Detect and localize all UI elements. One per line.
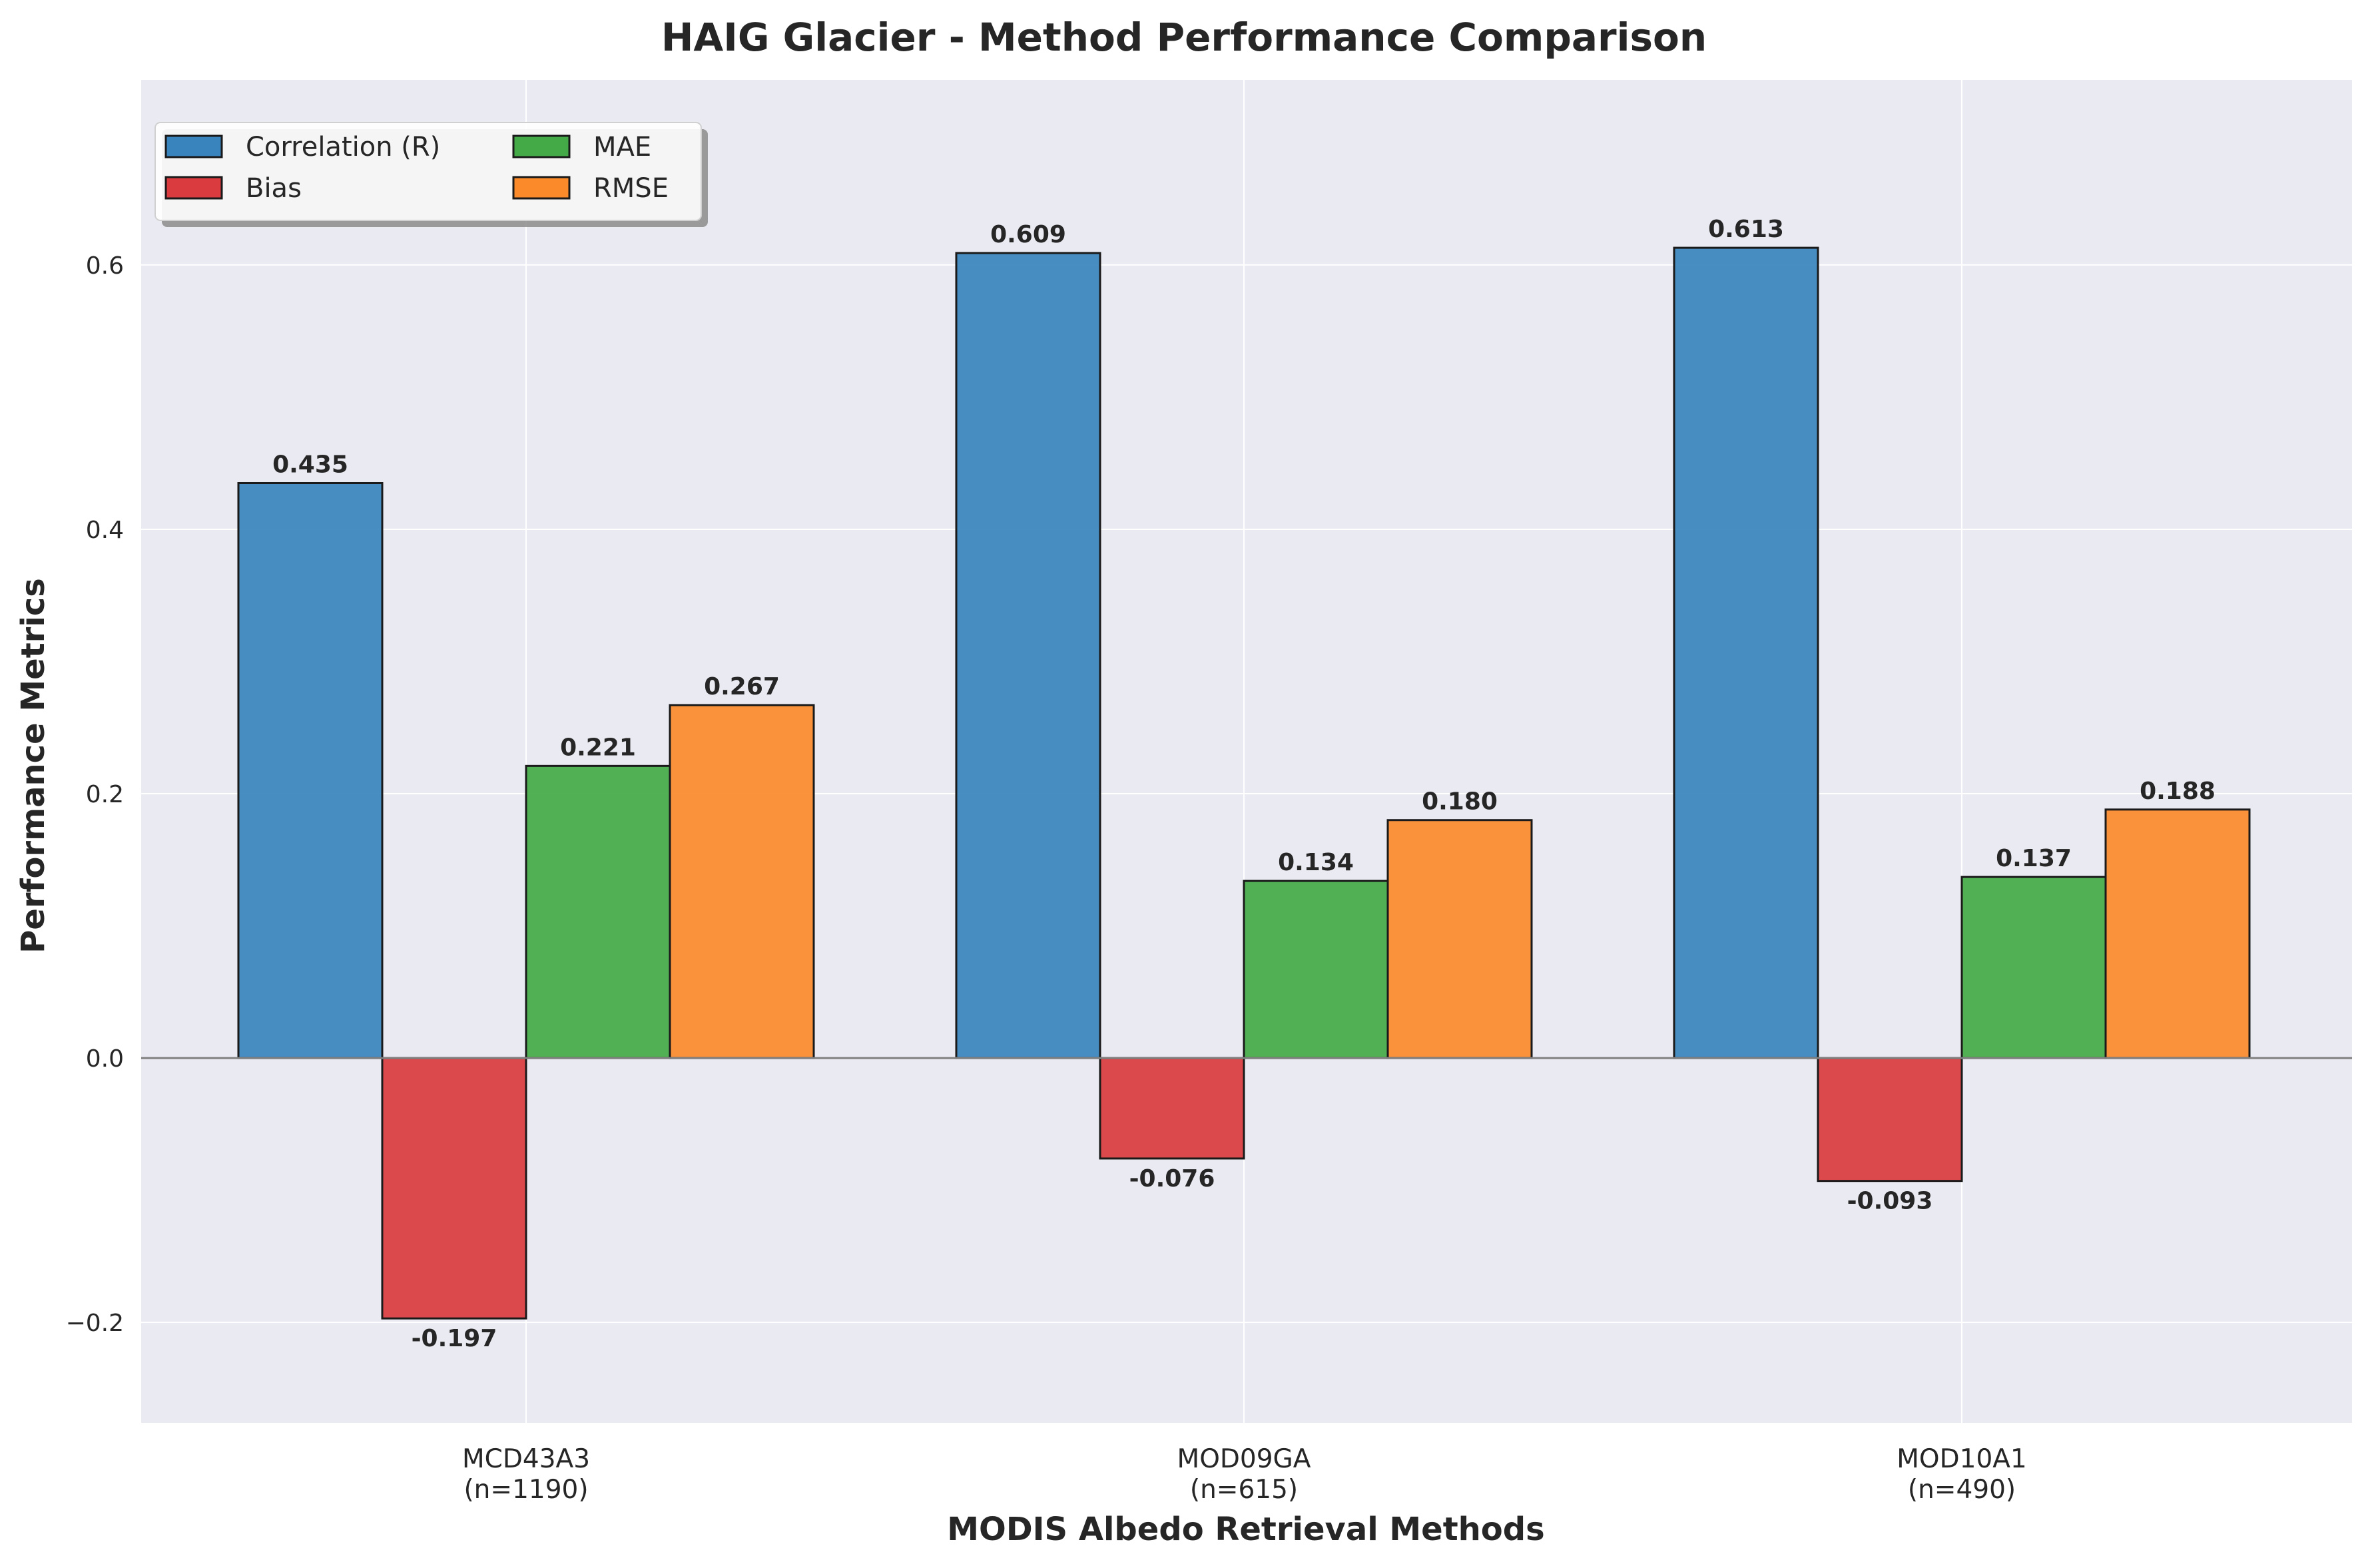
data-label: 0.221	[560, 734, 636, 761]
bar-mae-mod10a1	[1960, 876, 2107, 1059]
grid-lines	[141, 80, 2352, 1423]
legend-label: Bias	[246, 173, 302, 204]
legend-label: MAE	[593, 132, 651, 162]
data-label: 0.435	[272, 451, 348, 478]
legend-swatch	[512, 134, 571, 158]
y-tick-label: 0.6	[86, 252, 124, 280]
legend-label: RMSE	[593, 173, 669, 204]
data-label: 0.134	[1278, 849, 1354, 876]
y-tick-label: 0.4	[86, 517, 124, 544]
legend-swatch	[164, 134, 223, 158]
legend-label: Correlation (R)	[246, 132, 440, 162]
data-label: 0.267	[704, 673, 780, 700]
chart-title: HAIG Glacier - Method Performance Compar…	[661, 15, 1707, 60]
bar-bias-mod10a1	[1817, 1057, 1963, 1182]
bar-rmse-mcd43a3	[669, 704, 815, 1059]
bar-mae-mcd43a3	[525, 764, 671, 1059]
x-tick-sublabel: (n=615)	[1190, 1475, 1298, 1505]
data-labels: 0.435 0.609 0.613 -0.197 -0.076 -0.093 0.221 0.…	[272, 216, 2216, 1352]
y-tick-label: 0.2	[86, 781, 124, 808]
data-label: -0.093	[1847, 1188, 1933, 1215]
x-tick-label: MOD09GA	[1177, 1444, 1311, 1474]
bar-bias-mod09ga	[1099, 1057, 1245, 1160]
bar-correlation-r-mcd43a3	[237, 481, 384, 1059]
data-label: 0.613	[1708, 216, 1784, 243]
data-label: 0.180	[1422, 788, 1498, 816]
x-tick-label: MOD10A1	[1897, 1444, 2027, 1474]
x-axis-title: MODIS Albedo Retrieval Methods	[947, 1511, 1544, 1548]
y-axis-ticks: −0.2 0.0 0.2 0.4 0.6	[66, 252, 124, 1337]
legend: Correlation (R) Bias MAE RMSE	[154, 122, 708, 227]
bar-mae-mod09ga	[1243, 880, 1389, 1059]
x-axis-ticks: MCD43A3(n=1190) MOD09GA(n=615) MOD10A1(n=4…	[462, 1444, 2027, 1505]
data-label: -0.076	[1129, 1165, 1215, 1192]
x-tick-label: MCD43A3	[462, 1444, 590, 1474]
x-tick-sublabel: (n=490)	[1908, 1475, 2016, 1505]
data-label: 0.188	[2140, 778, 2216, 805]
legend-swatch	[164, 176, 223, 200]
bar-rmse-mod09ga	[1386, 819, 1533, 1059]
bar-bias-mcd43a3	[381, 1057, 527, 1320]
y-axis-title: Performance Metrics	[15, 578, 52, 953]
bars	[141, 246, 2352, 1320]
bar-rmse-mod10a1	[2104, 808, 2251, 1059]
data-label: 0.137	[1996, 845, 2072, 872]
y-tick-label: −0.2	[66, 1310, 124, 1337]
y-tick-label: 0.0	[86, 1045, 124, 1073]
bar-correlation-r-mod10a1	[1673, 246, 1819, 1059]
legend-swatch	[512, 176, 571, 200]
x-tick-sublabel: (n=1190)	[463, 1475, 588, 1505]
bar-correlation-r-mod09ga	[955, 252, 1101, 1059]
data-label: 0.609	[990, 221, 1066, 248]
data-label: -0.197	[412, 1325, 497, 1352]
